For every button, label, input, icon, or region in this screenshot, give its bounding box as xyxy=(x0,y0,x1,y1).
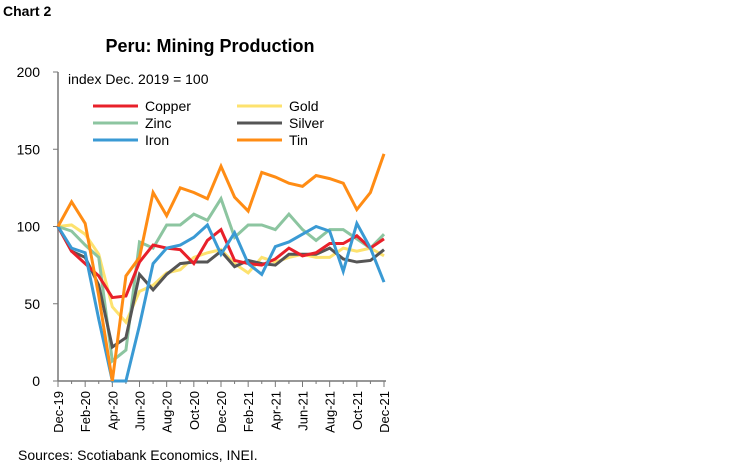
series-line-copper xyxy=(56,225,385,300)
legend-label-tin: Tin xyxy=(289,132,308,148)
x-tick-label: Aug-20 xyxy=(160,391,175,433)
series-line-iron xyxy=(56,219,386,383)
x-tick-label: Apr-20 xyxy=(105,391,120,430)
legend-label-zinc: Zinc xyxy=(145,115,171,131)
y-tick-label: 0 xyxy=(32,373,40,389)
x-tick-label: Dec-21 xyxy=(377,391,392,433)
x-tick-label: Oct-20 xyxy=(187,391,202,430)
y-tick-label: 150 xyxy=(17,141,41,157)
legend-label-silver: Silver xyxy=(289,115,324,131)
legend-label-iron: Iron xyxy=(145,132,169,148)
y-tick-label: 50 xyxy=(24,296,40,312)
y-tick-label: 100 xyxy=(17,219,41,235)
x-tick-label: Oct-21 xyxy=(350,391,365,430)
x-tick-label: Apr-21 xyxy=(268,391,283,430)
x-tick-label: Jun-21 xyxy=(296,391,311,431)
x-tick-label: Aug-21 xyxy=(323,391,338,433)
y-tick-label: 200 xyxy=(17,64,41,80)
chart-label: Chart 2 xyxy=(3,3,52,19)
series-line-zinc xyxy=(57,195,386,364)
x-tick-label: Dec-20 xyxy=(214,391,229,433)
legend-label-copper: Copper xyxy=(145,98,191,114)
series-line-gold xyxy=(57,223,385,326)
x-tick-label: Jun-20 xyxy=(133,391,148,431)
x-tick-label: Feb-20 xyxy=(78,391,93,432)
x-tick-label: Dec-19 xyxy=(51,391,66,433)
legend-label-gold: Gold xyxy=(289,98,319,114)
source-note: Sources: Scotiabank Economics, INEI. xyxy=(18,447,258,463)
chart-title: Peru: Mining Production xyxy=(105,36,315,56)
index-annotation: index Dec. 2019 = 100 xyxy=(68,71,209,87)
series-line-tin xyxy=(56,153,386,382)
x-tick-label: Feb-21 xyxy=(241,391,256,432)
